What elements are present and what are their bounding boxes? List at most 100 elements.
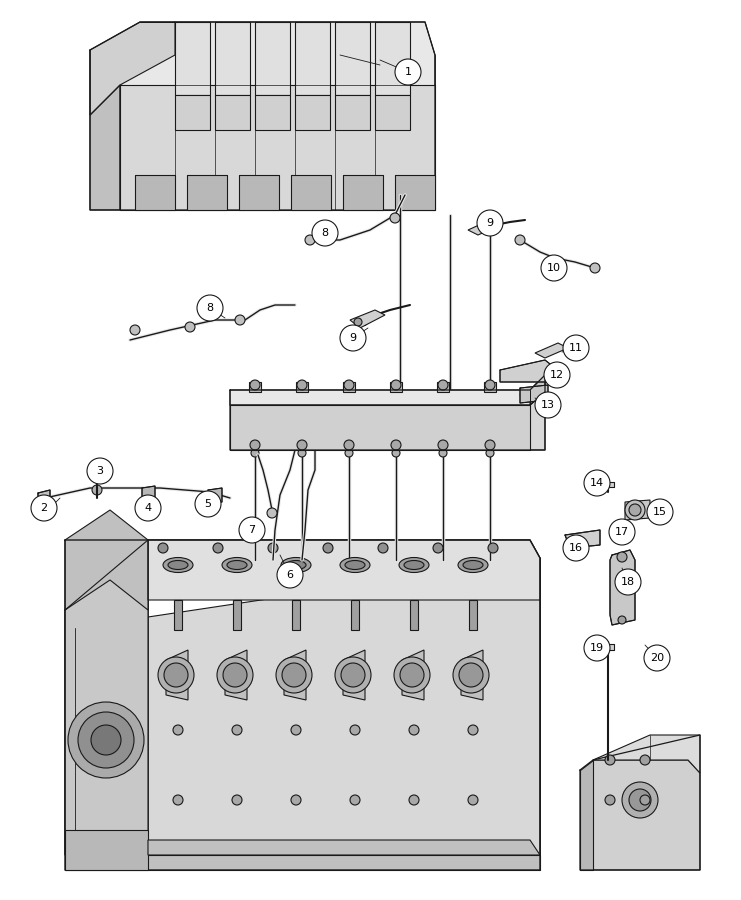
Text: 2: 2 [41,503,47,513]
Text: 12: 12 [550,370,564,380]
Ellipse shape [463,561,483,570]
Circle shape [395,59,421,85]
Circle shape [232,725,242,735]
Polygon shape [469,600,477,630]
Text: 16: 16 [569,543,583,553]
Circle shape [609,519,635,545]
Circle shape [409,725,419,735]
Circle shape [515,235,525,245]
Ellipse shape [286,561,306,570]
Circle shape [312,220,338,246]
Text: 6: 6 [287,570,293,580]
Circle shape [185,322,195,332]
Ellipse shape [168,561,188,570]
Circle shape [563,535,589,561]
Text: 8: 8 [322,228,328,238]
Circle shape [250,380,260,390]
Circle shape [468,725,478,735]
Polygon shape [335,22,370,95]
Circle shape [251,449,259,457]
Text: 9: 9 [350,333,356,343]
Circle shape [297,440,307,450]
Circle shape [195,491,221,517]
Circle shape [605,795,615,805]
Polygon shape [603,482,614,487]
Polygon shape [291,175,331,210]
Circle shape [267,508,277,518]
Text: 1: 1 [405,67,411,77]
Circle shape [68,702,144,778]
Circle shape [235,315,245,325]
Polygon shape [225,650,247,700]
Polygon shape [343,175,383,210]
Circle shape [378,543,388,553]
Circle shape [394,657,430,693]
Polygon shape [233,600,241,630]
Circle shape [158,657,194,693]
Polygon shape [530,375,545,405]
Circle shape [130,325,140,335]
Polygon shape [343,382,355,392]
Polygon shape [208,488,222,504]
Polygon shape [296,382,308,392]
Circle shape [618,526,626,534]
Ellipse shape [458,557,488,572]
Polygon shape [230,375,545,405]
Polygon shape [402,650,424,700]
Circle shape [350,795,360,805]
Circle shape [345,449,353,457]
Ellipse shape [222,557,252,572]
Circle shape [250,440,260,450]
Circle shape [433,543,443,553]
Polygon shape [166,650,188,700]
Polygon shape [375,22,410,95]
Text: 15: 15 [653,507,667,517]
Circle shape [297,380,307,390]
Polygon shape [390,382,402,392]
Circle shape [590,263,600,273]
Circle shape [217,657,253,693]
Polygon shape [625,500,650,520]
Circle shape [164,663,188,687]
Text: 9: 9 [486,218,494,228]
Circle shape [173,725,183,735]
Polygon shape [351,600,359,630]
Circle shape [485,440,495,450]
Circle shape [323,543,333,553]
Polygon shape [295,95,330,130]
Polygon shape [343,650,365,700]
Circle shape [91,725,121,755]
Polygon shape [593,735,700,773]
Polygon shape [65,855,540,870]
Circle shape [615,569,641,595]
Circle shape [344,440,354,450]
Polygon shape [135,175,175,210]
Text: 11: 11 [569,343,583,353]
Circle shape [305,235,315,245]
Polygon shape [175,22,210,95]
Circle shape [276,657,312,693]
Polygon shape [535,343,568,358]
Circle shape [544,362,570,388]
Circle shape [340,325,366,351]
Circle shape [335,657,371,693]
Polygon shape [500,360,555,382]
Polygon shape [148,540,540,558]
Polygon shape [65,830,148,870]
Text: 5: 5 [205,499,211,509]
Circle shape [232,795,242,805]
Ellipse shape [399,557,429,572]
Circle shape [647,499,673,525]
Ellipse shape [163,557,193,572]
Circle shape [486,449,494,457]
Circle shape [438,440,448,450]
Ellipse shape [227,561,247,570]
Polygon shape [187,175,227,210]
Polygon shape [468,220,500,235]
Polygon shape [410,600,418,630]
Circle shape [584,635,610,661]
Polygon shape [120,85,435,210]
Polygon shape [255,22,290,95]
Circle shape [629,789,651,811]
Polygon shape [65,540,158,628]
